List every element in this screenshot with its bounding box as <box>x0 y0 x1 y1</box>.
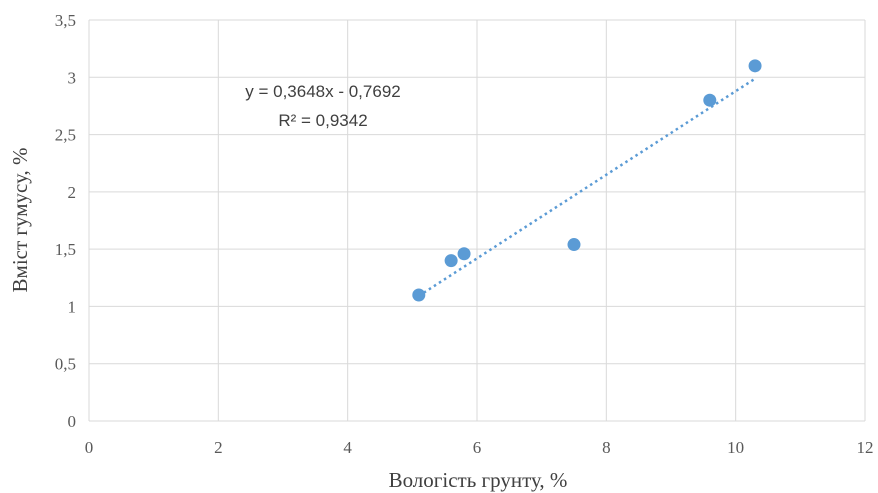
y-tick-label: 3,5 <box>55 11 76 30</box>
x-axis-ticks: 0 2 4 6 8 10 12 <box>85 438 874 457</box>
x-tick-label: 4 <box>343 438 352 457</box>
trendline-equation: y = 0,3648x - 0,7692 <box>245 82 400 101</box>
x-tick-label: 6 <box>473 438 482 457</box>
x-tick-label: 12 <box>857 438 874 457</box>
grid-lines <box>88 19 866 422</box>
y-axis-title: Вміст гумусу, % <box>8 148 32 293</box>
trendline <box>418 77 756 298</box>
y-tick-label: 0,5 <box>55 355 76 374</box>
y-tick-label: 1 <box>68 297 77 316</box>
data-point <box>748 59 762 73</box>
x-tick-label: 8 <box>602 438 611 457</box>
y-tick-label: 0 <box>68 412 77 431</box>
x-tick-label: 2 <box>214 438 223 457</box>
x-tick-label: 0 <box>85 438 94 457</box>
y-axis-ticks: 0 0,5 1 1,5 2 2,5 3 3,5 <box>55 11 76 431</box>
y-tick-label: 2,5 <box>55 126 76 145</box>
trendline-r-squared: R² = 0,9342 <box>278 111 367 130</box>
y-tick-label: 2 <box>68 183 77 202</box>
y-tick-label: 1,5 <box>55 240 76 259</box>
data-point <box>457 247 471 261</box>
data-point <box>412 288 426 302</box>
data-point <box>567 238 581 252</box>
data-point <box>444 254 458 268</box>
y-tick-label: 3 <box>68 68 77 87</box>
data-point <box>703 93 717 107</box>
trendline-layer <box>418 77 756 298</box>
x-axis-title: Вологість грунту, % <box>389 468 568 492</box>
data-points <box>412 59 762 302</box>
x-tick-label: 10 <box>727 438 744 457</box>
